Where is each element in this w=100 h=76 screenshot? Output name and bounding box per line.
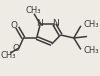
Text: CH₃: CH₃	[84, 20, 99, 29]
Text: N: N	[52, 19, 59, 28]
Text: CH₃: CH₃	[1, 51, 16, 60]
Text: CH₃: CH₃	[84, 46, 99, 55]
Text: O: O	[10, 21, 17, 30]
Text: CH₃: CH₃	[25, 6, 41, 15]
Text: N: N	[36, 19, 43, 28]
Text: O: O	[13, 44, 20, 53]
